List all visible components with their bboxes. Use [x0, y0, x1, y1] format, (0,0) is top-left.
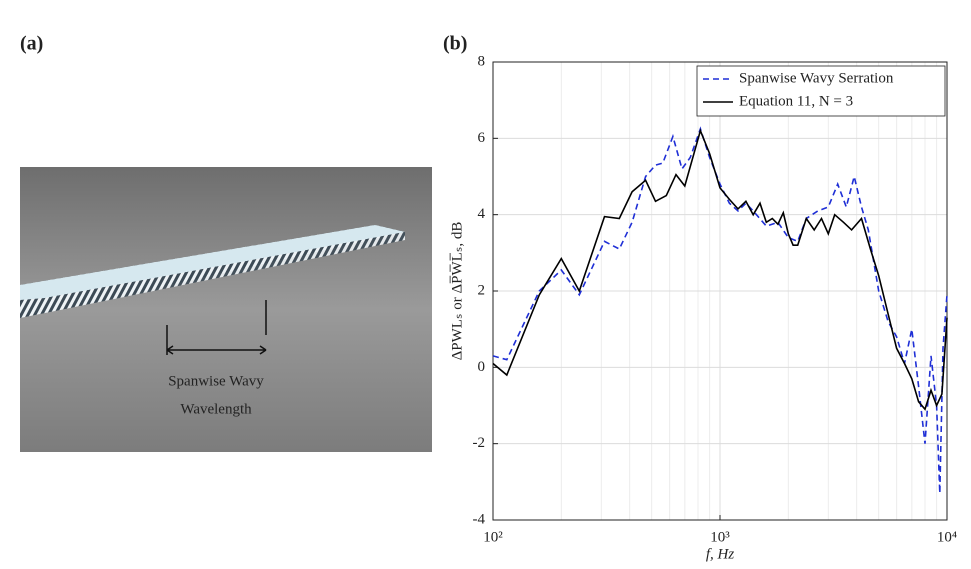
- legend-label: Equation 11, N = 3: [739, 93, 853, 109]
- panel-label: (a): [20, 33, 43, 55]
- chart: -4 -2 0 2 4 6 8 10² 10³ 10⁴ f, Hz ΔPWLₛ or ΔP̅W̅L̅ₛ…: [449, 53, 957, 562]
- render-image: Spanwise Wavy Wavelength: [20, 167, 432, 452]
- series-line: [492, 126, 948, 494]
- x-tick-label: 10⁴: [937, 529, 957, 545]
- annotation: Wavelength: [180, 401, 252, 417]
- x-tick-label: 10²: [483, 529, 503, 545]
- x-axis-label: f, Hz: [706, 546, 735, 562]
- series-line: [492, 128, 948, 411]
- y-tick-label: -4: [473, 511, 486, 527]
- plot-frame: [492, 61, 948, 521]
- x-tick-label: 10³: [710, 529, 730, 545]
- y-tick-label: 2: [478, 282, 486, 298]
- legend-box: [696, 65, 946, 117]
- y-tick-label: 4: [478, 206, 486, 222]
- annotation: Spanwise Wavy: [168, 373, 264, 389]
- y-tick-label: 0: [478, 359, 486, 375]
- y-tick-label: 6: [478, 130, 486, 146]
- y-axis-label: ΔPWLₛ or ΔP̅W̅L̅ₛ, dB: [449, 222, 465, 361]
- y-tick-label: 8: [478, 53, 486, 69]
- legend-label: Spanwise Wavy Serration: [739, 70, 894, 86]
- y-tick-label: -2: [473, 435, 486, 451]
- panel-label: (b): [443, 33, 467, 55]
